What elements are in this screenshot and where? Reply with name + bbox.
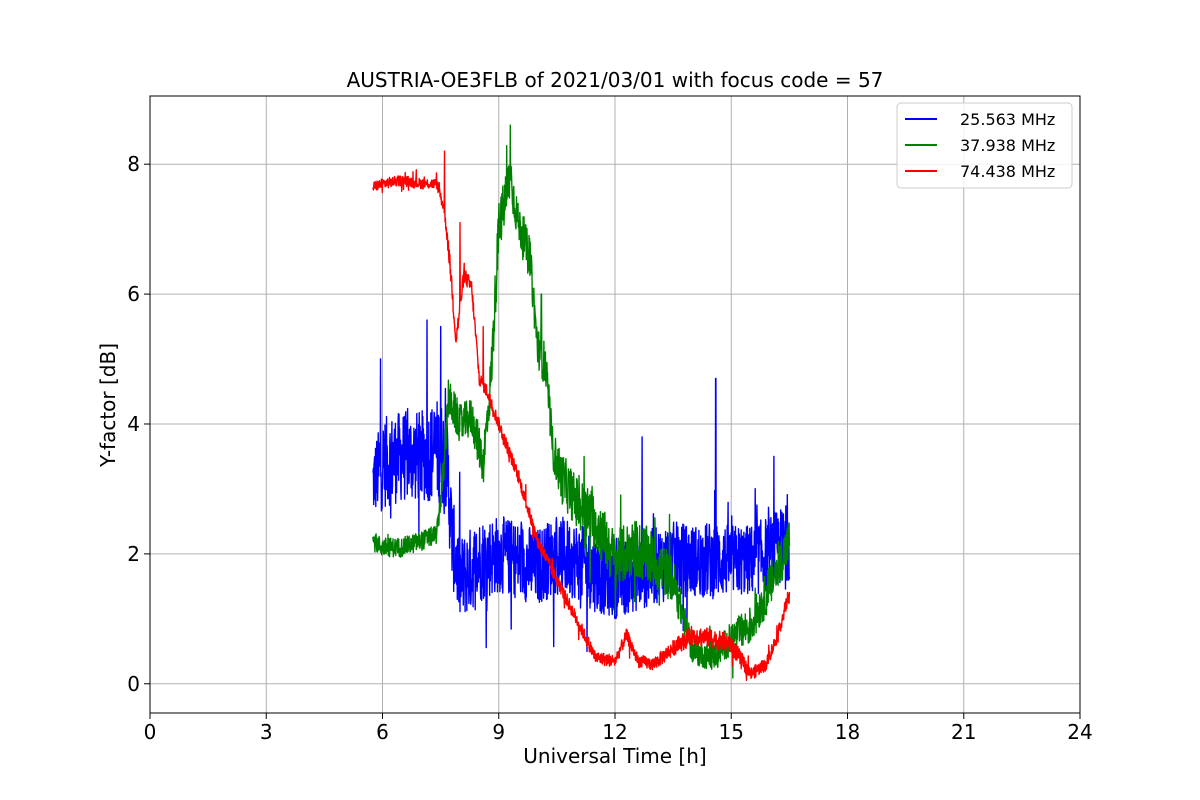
x-tick-label: 18 (835, 720, 860, 744)
x-tick-label: 21 (951, 720, 976, 744)
x-tick-label: 3 (260, 720, 273, 744)
legend-label-74438: 74.438 MHz (960, 162, 1055, 181)
y-axis-label: Y-factor [dB] (96, 343, 120, 468)
y-tick-label: 4 (127, 412, 140, 436)
y-tick-label: 6 (127, 282, 140, 306)
series-line-2 (372, 150, 791, 682)
legend-box (896, 102, 1073, 189)
x-axis-label: Universal Time [h] (523, 744, 706, 768)
legend-label-37938: 37.938 MHz (960, 136, 1055, 155)
legend-label-25563: 25.563 MHz (960, 110, 1055, 129)
y-tick-label: 0 (127, 672, 140, 696)
y-tick-label: 8 (127, 152, 140, 176)
x-tick-label: 9 (492, 720, 505, 744)
x-tick-label: 15 (719, 720, 744, 744)
x-tick-label: 0 (144, 720, 157, 744)
x-tick-label: 6 (376, 720, 389, 744)
y-tick-label: 2 (127, 542, 140, 566)
legend: 25.563 MHz 37.938 MHz 74.438 MHz (896, 102, 1073, 189)
x-tick-label: 12 (602, 720, 627, 744)
chart-title: AUSTRIA-OE3FLB of 2021/03/01 with focus … (347, 68, 884, 92)
series-layer (372, 124, 791, 682)
x-tick-label: 24 (1067, 720, 1092, 744)
